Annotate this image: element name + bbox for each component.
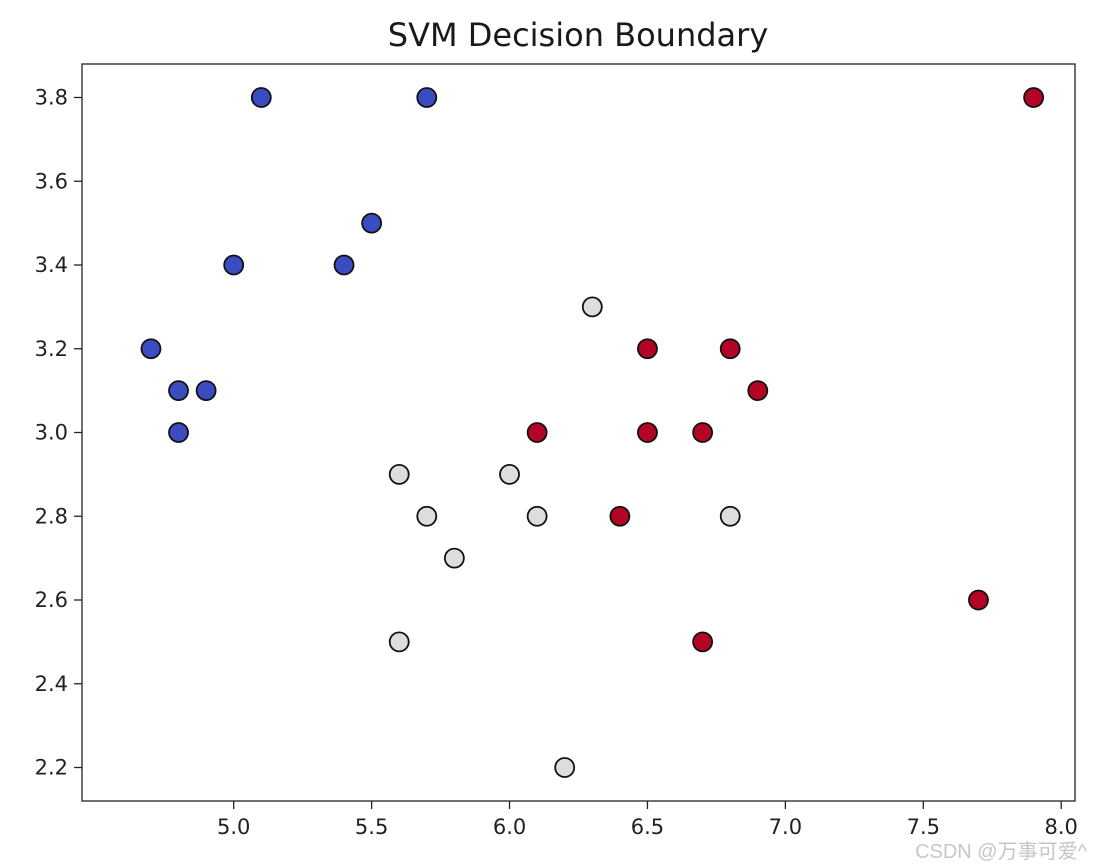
scatter-point-class-1 [581,296,603,318]
x-tick-label: 5.0 [217,815,250,839]
scatter-point-class-2 [747,380,769,402]
scatter-point-class-0 [168,422,189,443]
scatter-point-class-1 [416,505,438,527]
scatter-point-class-1 [719,505,741,527]
y-tick-label: 3.2 [35,337,68,361]
data-points [140,87,1045,778]
x-tick-label: 8.0 [1045,815,1078,839]
scatter-point-class-0 [195,380,217,402]
x-tick-label: 7.0 [769,815,802,839]
scatter-point-class-0 [333,254,355,276]
scatter-point-class-1 [526,505,548,527]
scatter-point-class-0 [416,87,438,108]
scatter-point-class-1 [388,631,410,653]
scatter-point-class-2 [609,505,631,527]
chart-title: SVM Decision Boundary [388,16,769,54]
scatter-point-class-2 [692,422,714,443]
y-tick-label: 2.6 [35,588,68,612]
scatter-point-class-2 [968,589,989,611]
scatter-point-class-1 [388,463,410,485]
scatter-point-class-1 [554,757,576,778]
scatter-point-class-0 [361,212,383,234]
scatter-point-class-2 [692,631,714,653]
scatter-point-class-0 [168,380,189,402]
scatter-point-class-2 [1023,87,1045,108]
y-tick-label: 2.4 [35,672,68,696]
x-axis: 5.0 5.5 6.0 6.5 7.0 7.5 8.0 [217,801,1078,839]
x-tick-label: 7.5 [907,815,940,839]
y-tick-label: 2.8 [35,504,68,528]
watermark-text: CSDN @万事可爱^ [915,841,1087,863]
x-tick-label: 6.0 [493,815,526,839]
scatter-point-class-0 [140,338,162,360]
scatter-point-class-0 [250,87,272,108]
y-tick-label: 3.4 [35,253,68,277]
scatter-point-class-0 [223,254,245,276]
y-tick-label: 3.0 [35,421,68,445]
scatter-point-class-2 [637,338,658,360]
scatter-point-class-1 [499,463,520,485]
scatter-point-class-2 [719,338,741,360]
y-tick-label: 3.8 [35,86,68,110]
scatter-point-class-2 [637,422,658,443]
scatter-point-class-2 [526,422,548,443]
scatter-point-class-1 [443,547,465,569]
y-tick-label: 3.6 [35,169,68,193]
x-tick-label: 5.5 [355,815,388,839]
y-axis: 2.2 2.4 2.6 2.8 3.0 3.2 3.4 3.6 3.8 [35,86,82,780]
y-tick-label: 2.2 [35,756,68,780]
plot-frame [81,63,1076,802]
x-tick-label: 6.5 [631,815,664,839]
